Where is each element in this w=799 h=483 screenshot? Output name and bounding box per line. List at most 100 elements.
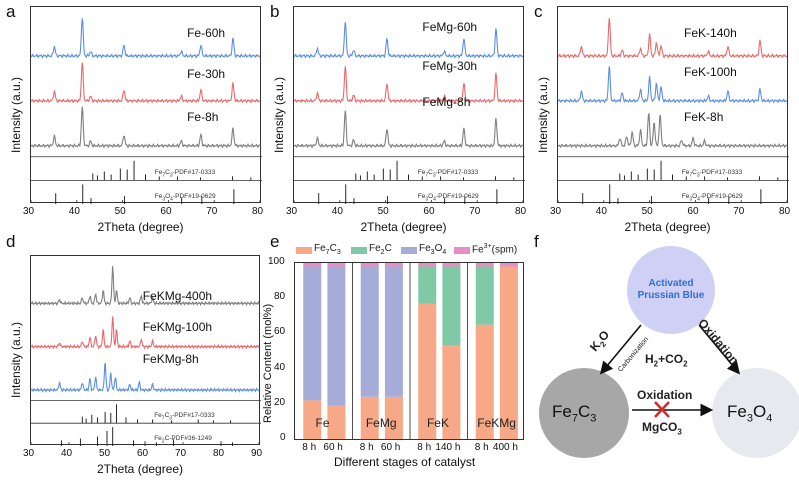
node-right-sub: 3 <box>746 412 753 425</box>
panel-letter-e: e <box>270 232 280 251</box>
x-tick-label: 50 <box>377 206 389 217</box>
x-axis-label-a: 2Theta (degree) <box>97 220 184 234</box>
x-category-label: 8 h <box>474 442 489 453</box>
node-right-base: Fe <box>727 402 747 421</box>
x-tick-label: 30 <box>23 448 35 459</box>
arrow-carbonization <box>599 324 642 375</box>
node-right-sub2: 4 <box>766 412 773 425</box>
group-label-fe: Fe <box>315 416 330 430</box>
trace-label-fek-140h: FeK-140h <box>684 25 737 40</box>
group-label-fek: FeK <box>426 416 449 430</box>
group-label-fekmg: FeKMg <box>477 416 516 430</box>
bar-segment-fe3spm <box>327 263 346 267</box>
x-tick-label: 80 <box>779 206 791 217</box>
trace-label-fekmg-8h: FeKMg-8h <box>142 351 199 366</box>
trace-fekmg-400h <box>30 266 260 307</box>
trace-femg-8h <box>293 110 524 149</box>
trace-fek-100h <box>557 66 788 104</box>
legend-swatch-fe3plus <box>454 247 470 254</box>
trace-fe-30h <box>30 62 261 104</box>
panel-letter-f: f <box>534 232 539 251</box>
x-tick-label: 50 <box>641 206 653 217</box>
bar-segment-fe3spm <box>418 263 437 267</box>
bar-segment-fe7c3 <box>303 400 322 439</box>
mgco3-sub: 3 <box>677 427 682 437</box>
x-tick-label: 90 <box>251 448 263 459</box>
bar-segment-fe7c3 <box>360 396 379 439</box>
x-axis-label-c: 2Theta (degree) <box>624 220 711 234</box>
x-tick-label: 80 <box>252 206 264 217</box>
bar-segment-fe3o4 <box>303 266 322 401</box>
x-tick-label: 30 <box>23 206 35 217</box>
ref-label-0: Fe7C3-PDF#17-0333 <box>154 169 216 179</box>
bar-segment-fe7c3 <box>327 405 346 439</box>
panel-letter-a: a <box>6 2 16 21</box>
ref-label-1: Fe2C-PDF#36-1249 <box>154 435 212 445</box>
node-fe7c3 <box>539 368 629 458</box>
x-tick-label: 60 <box>137 448 149 459</box>
bar-segment-fe3o4 <box>384 266 403 397</box>
panel-letter-c: c <box>534 2 543 21</box>
bar-segment-fe7c3 <box>442 345 461 439</box>
trace-label-femg-30h: FeMg-30h <box>422 59 478 74</box>
x-tick-label: 50 <box>114 206 126 217</box>
xrd-svg-c <box>557 18 789 204</box>
ref-label-0: Fe7C3-PDF#17-0333 <box>681 169 743 179</box>
node-prussian-blue <box>627 246 715 334</box>
plot-frame-b <box>293 6 525 204</box>
bar-segment-fe2c <box>418 266 437 304</box>
trace-fe-60h <box>30 18 261 59</box>
legend-swatch-fe7c3 <box>296 247 312 254</box>
bar-segment-fe7c3 <box>384 396 403 439</box>
trace-femg-60h <box>293 22 524 59</box>
node-left-label: Fe7C3 <box>552 402 596 424</box>
x-tick-label: 40 <box>331 206 343 217</box>
xrd-svg-b <box>293 22 525 204</box>
node-left-base: Fe <box>552 402 572 421</box>
trace-label-fek-8h: FeK-8h <box>684 110 724 125</box>
legend-label-fe3plus: Fe3+(spm) <box>472 243 518 256</box>
trace-fekmg-8h <box>30 362 260 393</box>
ref-label-1: Fe3O4-PDF#19-0629 <box>154 193 216 203</box>
ref-label-0: Fe7C3-PDF#17-0333 <box>417 169 479 179</box>
node-left-mid: C <box>577 402 591 421</box>
x-tick-label: 70 <box>175 448 187 459</box>
x-tick-label: 40 <box>61 448 73 459</box>
h2-base: H <box>645 352 654 366</box>
x-tick-label: 30 <box>286 206 298 217</box>
trace-label-femg-60h: FeMg-60h <box>422 19 478 34</box>
legend-label-fe2c: Fe2C <box>369 243 392 256</box>
node-right-mid: O <box>752 402 767 421</box>
x-category-label: 400 h <box>492 442 518 453</box>
node-left-sub2: 3 <box>590 412 597 425</box>
bar-segment-fe3spm <box>475 263 494 267</box>
y-tick-label: 0 <box>280 432 286 443</box>
x-tick-label: 60 <box>160 206 172 217</box>
mgco3-label: MgCO3 <box>642 420 682 436</box>
trace-label-fe-60h: Fe-60h <box>187 25 226 40</box>
xrd-svg-d <box>30 266 261 446</box>
group-label-femg: FeMg <box>365 416 397 430</box>
trace-fekmg-100h <box>30 316 260 350</box>
plot-frame-a <box>30 6 262 204</box>
x-tick-label: 80 <box>515 206 527 217</box>
node-top-label: Activated Prussian Blue <box>627 278 715 302</box>
bar-segment-fe3spm <box>360 263 379 267</box>
x-tick-label: 70 <box>733 206 745 217</box>
bar-segment-fe7c3 <box>475 324 494 439</box>
bar-svg-e <box>303 263 518 439</box>
co2-base: +CO <box>658 352 684 366</box>
node-fe3o4 <box>712 368 799 458</box>
bar-segment-fe3spm <box>499 263 518 267</box>
x-tick-label: 80 <box>213 448 225 459</box>
x-category-label: 140 h <box>435 442 461 453</box>
y-tick-label: 20 <box>274 396 286 408</box>
bar-segment-fe3spm <box>384 263 403 267</box>
y-tick-label: 60 <box>274 326 286 338</box>
oxidation-bottom-label: Oxidation <box>637 388 693 402</box>
xrd-svg-a <box>30 18 262 204</box>
y-tick-label: 40 <box>274 361 286 373</box>
trace-fek-8h <box>557 112 788 149</box>
co2-sub: 2 <box>683 359 688 369</box>
bar-segment-fe3o4 <box>360 266 379 397</box>
